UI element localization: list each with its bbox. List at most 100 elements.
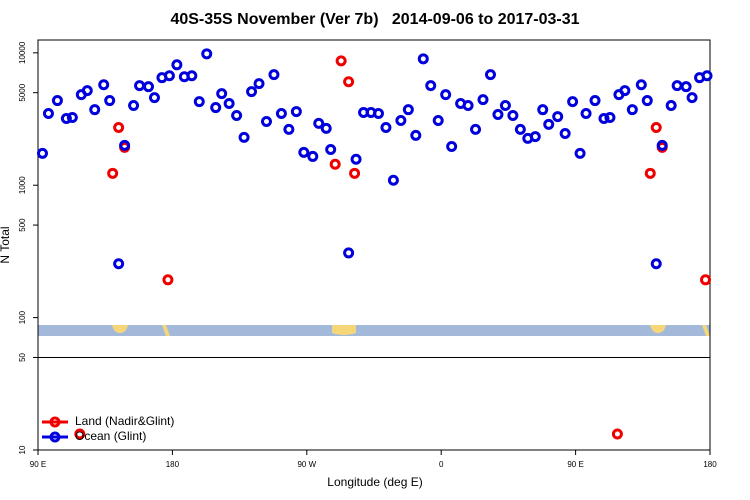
point <box>611 428 623 440</box>
point <box>537 104 549 116</box>
point <box>529 131 541 143</box>
point <box>313 117 325 129</box>
point <box>60 113 72 125</box>
point <box>701 70 713 82</box>
point <box>470 123 482 135</box>
point <box>559 127 571 139</box>
point <box>201 48 213 60</box>
legend-label: Ocean (Glint) <box>75 429 146 443</box>
x-tick-label: 180 <box>166 460 180 469</box>
point <box>171 59 183 71</box>
land-blob <box>112 325 128 333</box>
point <box>417 53 429 65</box>
x-tick-label: 90 E <box>30 460 46 469</box>
point <box>410 129 422 141</box>
legend-marker <box>49 431 61 443</box>
point <box>350 153 362 165</box>
point <box>686 92 698 104</box>
chart-title: 40S-35S November (Ver 7b) 2014-09-06 to … <box>170 11 579 28</box>
point <box>329 158 341 170</box>
point <box>148 92 160 104</box>
point <box>343 247 355 259</box>
y-tick-label: 500 <box>18 218 27 232</box>
point <box>619 85 631 97</box>
legend-label: Land (Nadir&Glint) <box>75 414 174 428</box>
point <box>216 88 228 100</box>
x-axis-label: Longitude (deg E) <box>327 475 422 489</box>
point <box>484 69 496 81</box>
point <box>89 104 101 116</box>
point <box>446 141 458 153</box>
point <box>387 174 399 186</box>
point <box>656 139 668 151</box>
point <box>372 108 384 120</box>
point <box>143 81 155 93</box>
point <box>275 108 287 120</box>
point <box>574 147 586 159</box>
point <box>283 123 295 135</box>
point <box>81 85 93 97</box>
point <box>626 104 638 116</box>
point <box>260 115 272 127</box>
point <box>402 104 414 116</box>
x-tick-label: 90 W <box>297 460 316 469</box>
point <box>650 258 662 270</box>
point <box>380 121 392 133</box>
point <box>552 111 564 123</box>
x-tick-label: 180 <box>703 460 717 469</box>
point <box>113 258 125 270</box>
point <box>113 121 125 133</box>
point <box>325 144 337 156</box>
point <box>680 81 692 93</box>
y-tick-label: 10000 <box>18 41 27 64</box>
point <box>462 100 474 112</box>
land-blob <box>650 325 666 333</box>
point <box>162 274 174 286</box>
point <box>66 111 78 123</box>
point <box>425 80 437 92</box>
point <box>567 96 579 108</box>
point <box>36 147 48 159</box>
point <box>665 100 677 112</box>
point <box>395 115 407 127</box>
point <box>650 121 662 133</box>
y-tick-label: 5000 <box>18 83 27 101</box>
y-tick-label: 50 <box>18 352 27 361</box>
map-strip <box>38 325 710 336</box>
point <box>290 106 302 118</box>
point <box>186 70 198 82</box>
x-tick-label: 90 E <box>567 460 583 469</box>
point <box>253 78 265 90</box>
point <box>268 69 280 81</box>
point <box>499 100 511 112</box>
point <box>42 108 54 120</box>
point <box>580 108 592 120</box>
point <box>598 113 610 125</box>
point <box>210 102 222 114</box>
point <box>74 428 86 440</box>
y-tick-label: 10 <box>18 445 27 454</box>
point <box>349 167 361 179</box>
point <box>320 122 332 134</box>
point <box>51 95 63 107</box>
point <box>134 80 146 92</box>
land-blob <box>162 325 170 336</box>
point <box>644 167 656 179</box>
x-tick-label: 0 <box>439 460 444 469</box>
point <box>107 167 119 179</box>
point <box>223 98 235 110</box>
point <box>343 76 355 88</box>
point <box>98 79 110 91</box>
y-tick-label: 100 <box>18 310 27 324</box>
ocean-strip <box>38 325 710 336</box>
point <box>543 118 555 130</box>
point <box>104 95 116 107</box>
legend-marker <box>49 416 61 428</box>
point <box>246 86 258 98</box>
plot-frame <box>37 39 711 451</box>
point <box>238 131 250 143</box>
point <box>635 79 647 91</box>
point <box>298 146 310 158</box>
point <box>671 80 683 92</box>
